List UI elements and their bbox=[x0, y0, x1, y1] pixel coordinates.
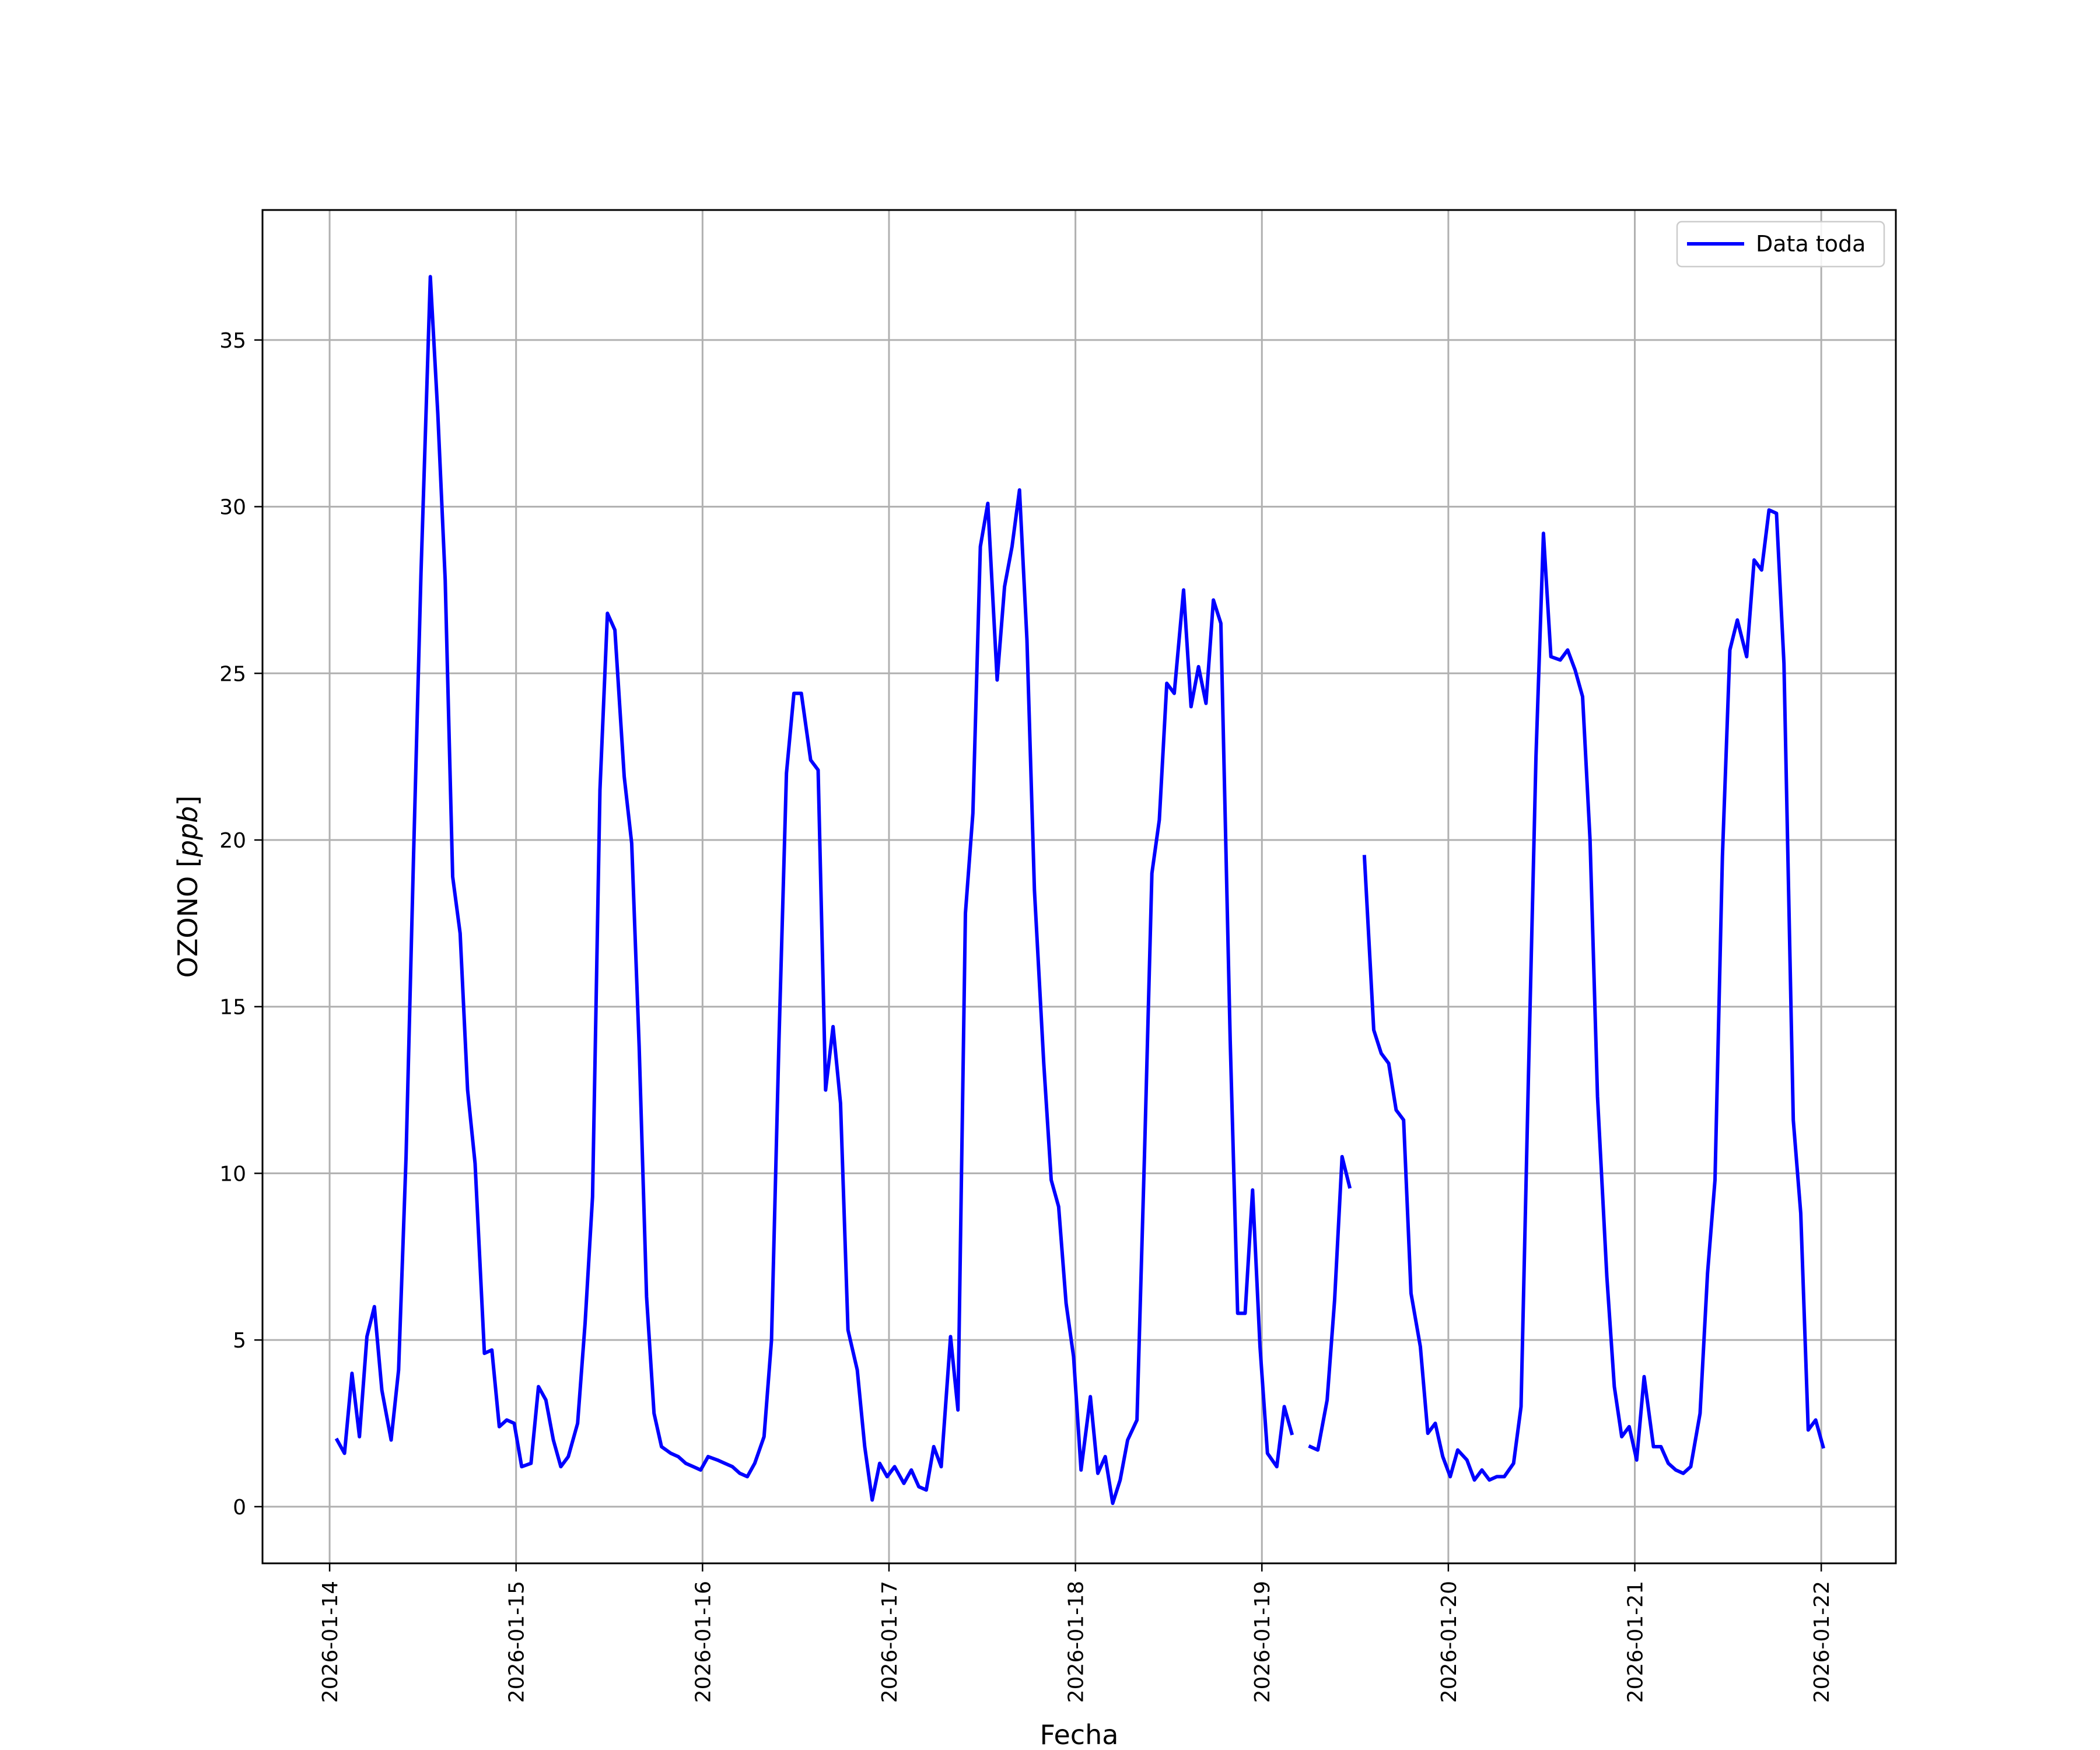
plot-area-frame bbox=[261, 209, 1897, 1564]
legend: Data toda bbox=[1676, 220, 1885, 268]
legend-box bbox=[1676, 220, 1885, 268]
y-axis-label: OZONO [ppb] bbox=[172, 796, 204, 978]
x-axis-label: Fecha bbox=[1040, 1719, 1119, 1750]
y-tick-label: 10 bbox=[219, 1162, 246, 1186]
x-tick-label: 2026-01-21 bbox=[1624, 1581, 1648, 1703]
legend-label-data-toda: Data toda bbox=[1756, 231, 1866, 257]
series-line-data-toda bbox=[1308, 1154, 1352, 1452]
x-tick-label: 2026-01-20 bbox=[1437, 1581, 1461, 1703]
y-axis-label-unit: ppb bbox=[172, 806, 204, 858]
y-tick-label: 20 bbox=[219, 829, 246, 853]
axis-ticks: 2026-01-14 2026-01-15 2026-01-16 2026-01-17… bbox=[219, 329, 1834, 1703]
y-tick-label: 0 bbox=[233, 1496, 246, 1520]
x-tick-label: 2026-01-14 bbox=[318, 1581, 342, 1703]
y-tick-label: 35 bbox=[219, 329, 246, 353]
series-line-data-toda bbox=[334, 275, 1294, 1506]
x-tick-label: 2026-01-18 bbox=[1065, 1581, 1088, 1703]
y-tick-label: 30 bbox=[219, 496, 246, 520]
x-tick-label: 2026-01-22 bbox=[1810, 1581, 1834, 1703]
x-tick-label: 2026-01-17 bbox=[878, 1581, 902, 1703]
y-tick-label: 25 bbox=[219, 662, 246, 686]
y-tick-label: 5 bbox=[233, 1329, 246, 1353]
series-layer bbox=[334, 275, 1825, 1506]
x-tick-label: 2026-01-15 bbox=[505, 1581, 529, 1703]
x-tick-label: 2026-01-19 bbox=[1251, 1581, 1275, 1703]
y-axis-label-main: OZONO [ bbox=[172, 857, 204, 978]
grid-lines bbox=[262, 210, 1896, 1563]
x-tick-label: 2026-01-16 bbox=[691, 1581, 715, 1703]
y-axis-label-close: ] bbox=[172, 796, 204, 806]
series-line-data-toda bbox=[1362, 508, 1825, 1482]
y-tick-label: 15 bbox=[219, 996, 246, 1020]
